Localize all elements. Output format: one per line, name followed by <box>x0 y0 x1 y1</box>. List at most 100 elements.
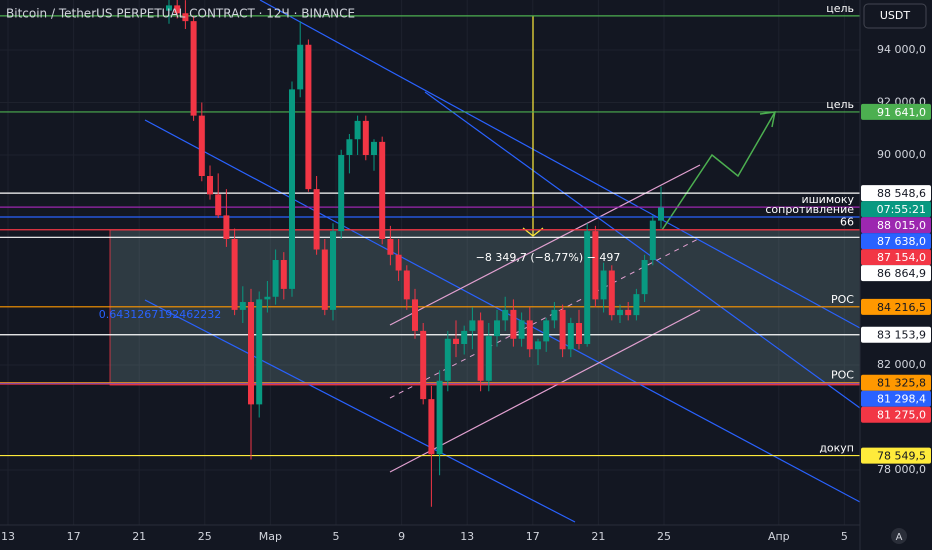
x-tick-label: 5 <box>841 530 848 543</box>
candle-body <box>477 320 484 381</box>
channel-line <box>389 164 701 326</box>
chart-title: Bitcoin / TetherUS PERPETUAL CONTRACT · … <box>6 7 355 21</box>
candle-body <box>567 323 574 350</box>
x-tick-label: 25 <box>198 530 212 543</box>
candle-body <box>576 323 582 345</box>
y-tick-label: 90 000,0 <box>877 148 926 161</box>
candle-body <box>231 239 238 310</box>
price-tag <box>861 447 931 464</box>
auto-button[interactable] <box>891 528 907 544</box>
y-tick-label: 82 000,0 <box>877 358 926 371</box>
price-tag <box>861 390 931 407</box>
price-tag <box>861 265 931 282</box>
candle-body <box>641 260 648 295</box>
measure-label: −8 349,7 (−8,77%) − 497 <box>476 251 621 264</box>
x-tick-label: Мар <box>259 530 282 543</box>
y-tick-label: 94 000,0 <box>877 43 926 56</box>
price-tag-label: 83 153,9 <box>877 329 926 342</box>
x-tick-label: 17 <box>67 530 81 543</box>
x-tick-label: 9 <box>398 530 405 543</box>
price-tag-label: 88 548,6 <box>877 187 926 200</box>
currency[interactable]: USDT <box>880 9 911 22</box>
forecast-path <box>661 111 776 231</box>
candle-body <box>321 249 328 310</box>
price-tag <box>861 103 931 120</box>
level-note: ишимоку <box>801 193 854 206</box>
candle-body <box>469 320 476 331</box>
trend-line <box>144 299 576 523</box>
candle-body <box>346 139 353 156</box>
candle-body <box>198 115 205 177</box>
candle-body <box>272 260 279 297</box>
candle-body <box>280 260 287 289</box>
x-tick-label: 13 <box>460 530 474 543</box>
price-tag <box>861 249 931 266</box>
candle-body <box>190 21 197 116</box>
x-tick-label: 17 <box>526 530 540 543</box>
candle-body <box>453 338 459 345</box>
currency-button[interactable] <box>863 3 927 29</box>
price-tag-label: 88 015,0 <box>877 219 926 232</box>
price-tag <box>861 185 931 202</box>
candle-body <box>649 220 656 261</box>
x-tick-label: 13 <box>1 530 15 543</box>
candle-body <box>330 231 336 310</box>
price-tag-label: 81 298,4 <box>877 393 926 406</box>
candle-body <box>502 309 509 321</box>
level-note: сопротивление <box>765 203 854 216</box>
candle-body <box>559 309 566 350</box>
candle-body <box>256 299 263 405</box>
candle-body <box>633 294 640 316</box>
candle-body <box>289 89 295 289</box>
candle-body <box>354 120 361 140</box>
candle-body <box>485 336 492 381</box>
auto-label[interactable]: A <box>896 532 903 543</box>
price-tag <box>861 298 931 315</box>
candle-body <box>535 341 541 350</box>
candle-body <box>428 399 435 455</box>
candle-body <box>166 5 172 11</box>
candle-body <box>412 299 418 331</box>
candle-body <box>551 309 558 321</box>
candle-body <box>436 380 443 455</box>
y-tick-label: 78 000,0 <box>877 463 926 476</box>
level-note: POC <box>831 293 854 306</box>
candle-body <box>387 239 394 255</box>
candle-body <box>248 302 254 405</box>
price-tag-label: 81 325,8 <box>877 377 926 390</box>
candle-body <box>223 215 230 240</box>
candle-body <box>379 141 386 240</box>
candle-body <box>264 296 271 300</box>
candle-body <box>461 330 468 345</box>
candle-body <box>543 320 550 342</box>
candle-body <box>239 302 246 310</box>
candle-body <box>338 155 345 232</box>
candle-body <box>510 309 517 339</box>
price-tag <box>861 374 931 391</box>
candle-body <box>305 44 312 190</box>
candle-body <box>625 309 632 316</box>
countdown: 07:55:21 <box>877 203 926 216</box>
price-tag-label: 87 154,0 <box>877 251 926 264</box>
price-tag-label: 91 641,0 <box>877 106 926 119</box>
price-tag <box>861 406 931 423</box>
candle-body <box>174 5 181 14</box>
price-tag-label: 81 275,0 <box>877 409 926 422</box>
candle-body <box>207 176 213 195</box>
countdown-tag <box>861 201 931 218</box>
candle-body <box>608 270 615 316</box>
candle-body <box>215 194 222 216</box>
candle-body <box>362 120 369 156</box>
candle-body <box>444 338 451 381</box>
x-tick-label: Апр <box>768 530 790 543</box>
candle-body <box>403 270 410 300</box>
candle-body <box>494 320 500 337</box>
price-tags: 91 641,0 88 548,6 07:55:21 88 015,0 87 638,0… <box>861 103 931 464</box>
candle-body <box>584 231 591 345</box>
price-tag-label: 87 638,0 <box>877 235 926 248</box>
price-tag-label: 86 864,9 <box>877 267 926 280</box>
candle-body <box>371 141 377 156</box>
